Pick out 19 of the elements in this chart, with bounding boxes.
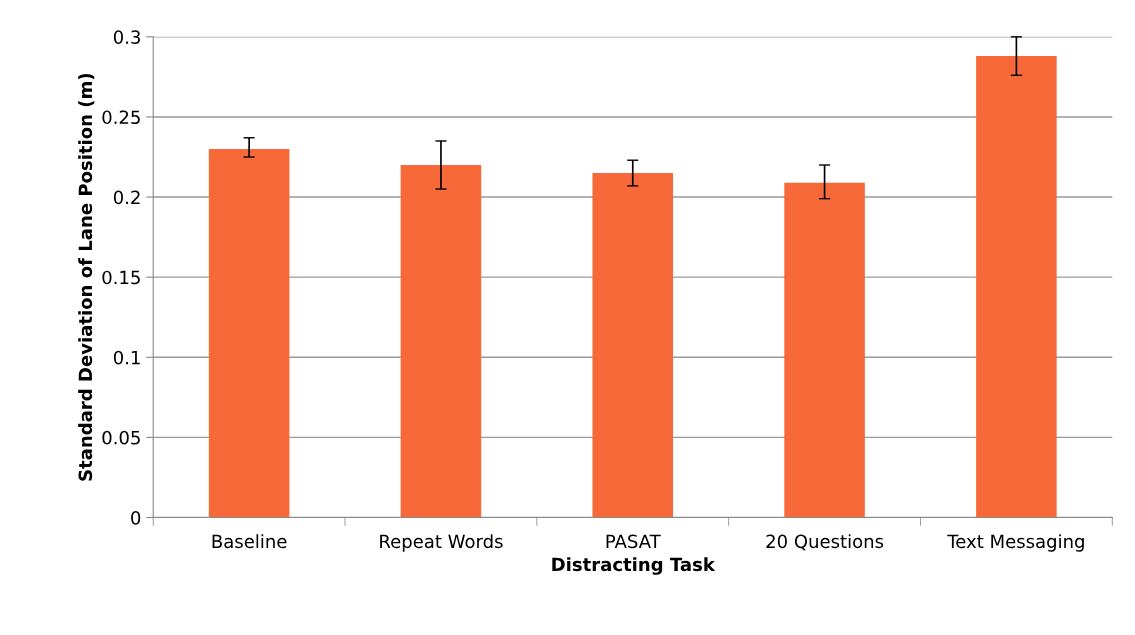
y-tick-label: 0.2 — [113, 190, 140, 205]
x-tick-label: PASAT — [606, 534, 661, 549]
bar — [592, 173, 674, 518]
y-tick-label: 0.15 — [102, 270, 140, 285]
x-tick-label: 20 Questions — [766, 534, 884, 551]
x-tick-label: Text Messaging — [947, 534, 1084, 552]
bar — [784, 182, 865, 518]
bar — [208, 148, 290, 518]
y-tick-label: 0 — [131, 510, 141, 525]
y-tick-label: 0.3 — [113, 30, 140, 44]
bar — [400, 165, 482, 518]
y-tick-label: 0.25 — [102, 110, 140, 125]
x-tick-label: Baseline — [212, 534, 287, 549]
x-axis-title: Distracting Task — [552, 557, 716, 575]
y-axis-title: Standard Deviation of Lane Position (m) — [78, 73, 95, 481]
bar — [976, 56, 1057, 518]
x-tick-label: Repeat Words — [380, 534, 503, 552]
y-tick-label: 0.05 — [102, 430, 140, 445]
y-tick-label: 0.1 — [113, 350, 140, 365]
